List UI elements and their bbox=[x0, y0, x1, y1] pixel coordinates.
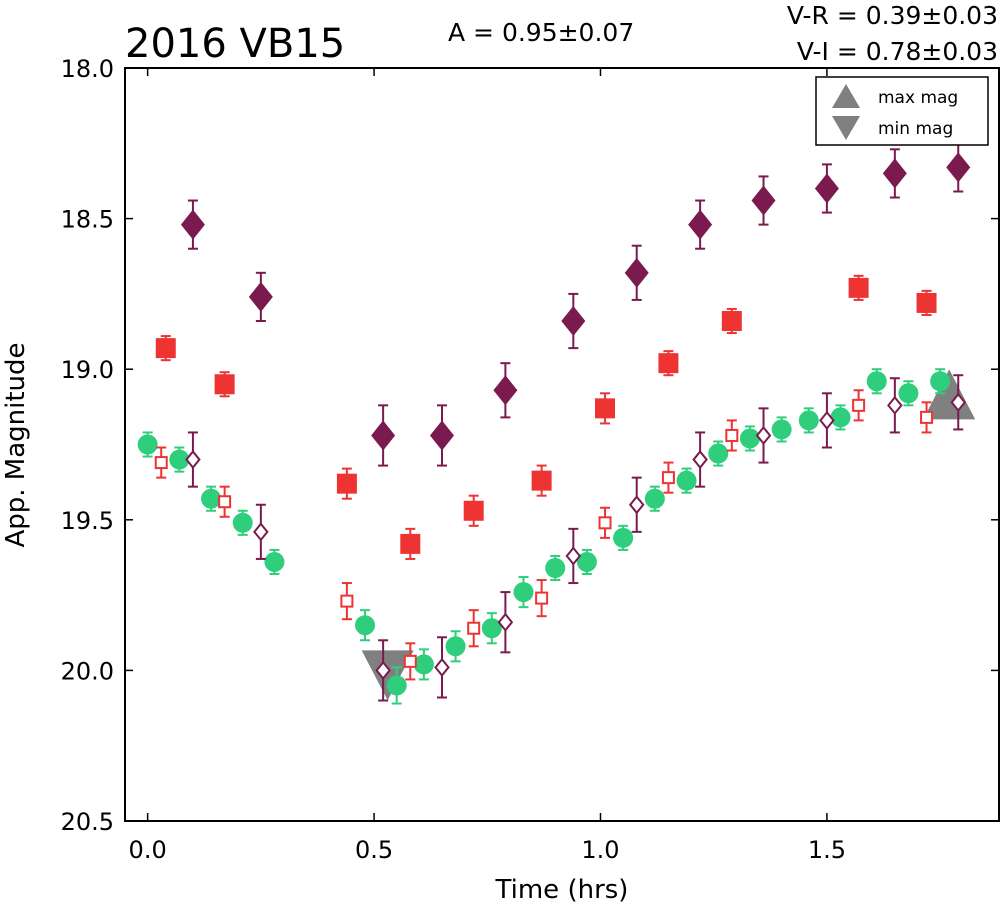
y-tick-label: 19.0 bbox=[61, 356, 114, 384]
data-point-square-filled bbox=[595, 398, 616, 419]
x-tick-label: 1.5 bbox=[808, 836, 846, 864]
data-point-square-open bbox=[598, 516, 612, 530]
data-point-circle-filled bbox=[739, 428, 760, 449]
data-point-circle-filled bbox=[830, 407, 851, 428]
data-point-circle-filled bbox=[798, 410, 819, 431]
data-point-circle-filled bbox=[264, 551, 285, 572]
data-point-diamond-open bbox=[434, 657, 450, 677]
data-point-diamond-open bbox=[253, 522, 269, 542]
data-point-diamond-filled bbox=[814, 173, 839, 204]
data-point-square-open bbox=[852, 398, 866, 412]
data-point-diamond-open bbox=[185, 449, 201, 470]
data-point-circle-filled bbox=[386, 675, 407, 696]
data-point-circle-filled bbox=[676, 470, 697, 491]
data-point-diamond-filled bbox=[624, 257, 649, 288]
axis-ticks: 0.0 0.5 1.0 1.5 18.0 18.5 19.0 19.5 20.0 20.5 bbox=[61, 55, 999, 864]
plot-frame bbox=[124, 67, 1000, 822]
y-tick-label: 18.5 bbox=[61, 206, 114, 234]
min-mag-marker bbox=[361, 650, 414, 701]
data-point-square-filled bbox=[721, 311, 742, 332]
data-point-diamond-filled bbox=[180, 209, 205, 240]
data-point-square-filled bbox=[658, 353, 679, 374]
data-point-diamond-filled bbox=[688, 209, 713, 240]
data-point-square-open bbox=[920, 410, 934, 424]
legend: max mag min mag bbox=[815, 76, 989, 146]
data-point-square-filled bbox=[916, 292, 937, 313]
data-point-square-open bbox=[218, 495, 232, 509]
data-point-square-open bbox=[154, 456, 168, 470]
data-point-diamond-open bbox=[692, 449, 708, 470]
v-i-annotation: V-I = 0.78±0.03 bbox=[797, 37, 998, 66]
data-point-square-open bbox=[661, 471, 675, 485]
x-tick-label: 0.0 bbox=[129, 836, 167, 864]
data-point-circle-filled bbox=[445, 636, 466, 657]
data-point-diamond-open bbox=[565, 546, 582, 566]
data-point-square-filled bbox=[400, 533, 421, 554]
data-point-circle-filled bbox=[201, 488, 222, 509]
data-point-circle-filled bbox=[708, 443, 729, 464]
data-point-square-open bbox=[725, 428, 739, 442]
data-point-circle-filled bbox=[232, 512, 253, 533]
data-point-diamond-open bbox=[950, 392, 967, 412]
data-point-circle-filled bbox=[513, 582, 534, 603]
data-point-square-filled bbox=[463, 500, 484, 521]
data-point-diamond-filled bbox=[493, 375, 518, 406]
chart-title: 2016 VB15 bbox=[125, 21, 345, 67]
legend-min-mag-icon bbox=[832, 116, 860, 140]
data-point-square-filled bbox=[848, 277, 869, 298]
data-point-diamond-filled bbox=[882, 158, 907, 189]
data-point-circle-filled bbox=[644, 488, 665, 509]
data-point-diamond-open bbox=[755, 425, 772, 446]
data-point-circle-filled bbox=[545, 557, 566, 578]
data-point-diamond-filled bbox=[429, 420, 454, 451]
y-tick-label: 18.0 bbox=[61, 55, 114, 83]
data-point-square-filled bbox=[214, 374, 235, 395]
data-point-circle-filled bbox=[898, 383, 919, 404]
data-point-square-open bbox=[467, 621, 481, 635]
x-tick-label: 0.5 bbox=[355, 836, 393, 864]
data-point-diamond-filled bbox=[248, 281, 273, 312]
data-point-square-filled bbox=[155, 338, 176, 359]
data-point-diamond-filled bbox=[946, 152, 971, 183]
v-r-annotation: V-R = 0.39±0.03 bbox=[787, 1, 998, 30]
data-point-circle-filled bbox=[355, 615, 376, 636]
data-point-circle-filled bbox=[866, 371, 887, 392]
data-point-diamond-filled bbox=[371, 420, 396, 451]
data-point-circle-filled bbox=[576, 551, 597, 572]
data-point-diamond-filled bbox=[751, 185, 776, 216]
plot-area bbox=[137, 142, 976, 705]
data-point-diamond-filled bbox=[561, 306, 586, 337]
data-point-square-open bbox=[340, 594, 354, 608]
data-point-diamond-open bbox=[497, 612, 514, 632]
amplitude-annotation: A = 0.95±0.07 bbox=[448, 18, 634, 47]
x-tick-label: 1.0 bbox=[581, 836, 619, 864]
y-axis-label: App. Magnitude bbox=[1, 342, 31, 547]
data-point-diamond-open bbox=[887, 395, 903, 415]
data-point-diamond-open bbox=[375, 660, 391, 680]
data-point-circle-filled bbox=[930, 371, 951, 392]
legend-max-mag-label: max mag bbox=[878, 88, 958, 108]
data-point-square-open bbox=[535, 591, 549, 605]
data-point-square-filled bbox=[336, 473, 357, 494]
data-point-circle-filled bbox=[413, 654, 434, 675]
data-point-diamond-open bbox=[628, 495, 645, 515]
y-tick-label: 20.5 bbox=[61, 808, 114, 836]
y-tick-label: 20.0 bbox=[61, 657, 114, 685]
legend-max-mag-icon bbox=[832, 84, 860, 108]
data-point-circle-filled bbox=[481, 618, 502, 639]
data-point-diamond-open bbox=[819, 410, 835, 430]
x-axis-label: Time (hrs) bbox=[495, 875, 629, 904]
data-point-square-filled bbox=[531, 470, 552, 491]
data-point-circle-filled bbox=[137, 434, 158, 455]
data-point-square-open bbox=[403, 654, 417, 668]
y-tick-label: 19.5 bbox=[61, 507, 114, 535]
data-point-circle-filled bbox=[169, 449, 190, 470]
legend-min-mag-label: min mag bbox=[878, 119, 953, 139]
data-point-circle-filled bbox=[613, 527, 634, 548]
data-point-circle-filled bbox=[771, 419, 792, 440]
